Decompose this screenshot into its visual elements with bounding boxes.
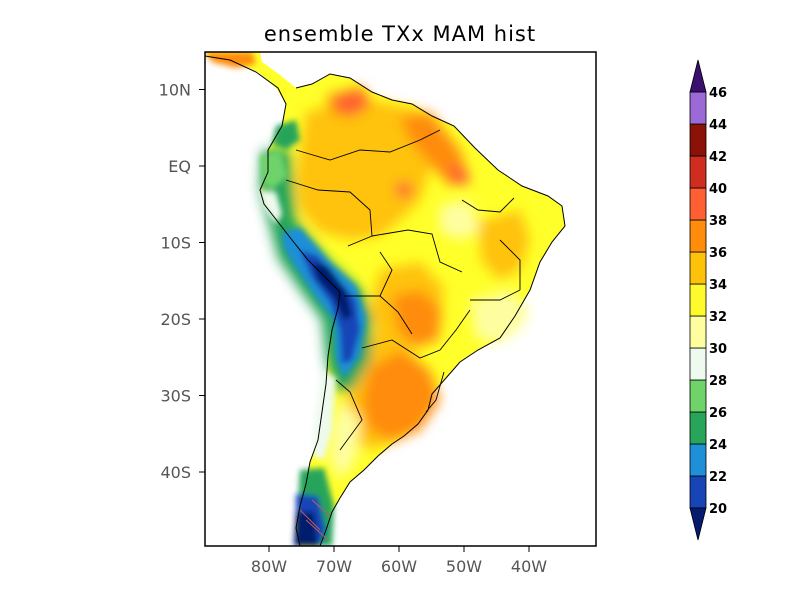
lat-tick-label: EQ [168, 157, 191, 176]
colorbar-label: 32 [709, 310, 727, 325]
plot-area [205, 52, 596, 546]
region-ecuador-lightgreen [260, 150, 288, 190]
colorbar-segment [689, 251, 707, 285]
lon-tick-label: 40W [511, 557, 547, 576]
colorbar-segment [689, 443, 707, 477]
colorbar: 20 22 24 26 28 30 32 34 36 38 40 42 44 46 [689, 59, 727, 541]
lat-tick-label: 40S [160, 463, 191, 482]
colorbar-segment [689, 187, 707, 221]
lat-tick-label: 10N [159, 81, 191, 100]
region-andes-blue [300, 250, 360, 364]
colorbar-segment [689, 379, 707, 413]
colorbar-label: 30 [709, 342, 727, 357]
colorbar-label: 24 [709, 438, 727, 453]
colorbar-label: 22 [709, 470, 727, 485]
colorbar-label: 28 [709, 374, 727, 389]
region-pale-north [440, 200, 480, 240]
colorbar-label: 40 [709, 182, 727, 197]
colorbar-label: 34 [709, 278, 727, 293]
region-red-north-brazil [448, 164, 470, 184]
colorbar-label: 42 [709, 150, 727, 165]
colorbar-label: 44 [709, 118, 727, 133]
lon-tick-label: 80W [251, 557, 287, 576]
colorbar-segment [689, 475, 707, 509]
lat-tick-label: 30S [160, 387, 191, 406]
colorbar-segment [689, 347, 707, 381]
colorbar-segment [689, 315, 707, 349]
plot-frame [204, 51, 597, 547]
colorbar-label: 38 [709, 214, 727, 229]
coastline [205, 55, 341, 546]
region-red-amazon [396, 182, 412, 198]
colorbar-label: 26 [709, 406, 727, 421]
patagonia-lines [299, 499, 331, 541]
lat-tick-label: 10S [160, 234, 191, 253]
region-north-andes-green [272, 120, 300, 150]
lon-tick-label: 70W [316, 557, 352, 576]
colorbar-segment [689, 283, 707, 317]
region-orange-northeast [478, 210, 530, 280]
colorbar-segment [689, 155, 707, 189]
colorbar-segment [689, 123, 707, 157]
region-hot-chaco-north [392, 290, 442, 348]
region-hot-paraguay [362, 350, 440, 442]
colorbar-label: 20 [709, 502, 727, 517]
colorbar-over-triangle [689, 59, 707, 93]
colorbar-label: 36 [709, 246, 727, 261]
lon-tick-label: 50W [446, 557, 482, 576]
region-pale-south [330, 400, 360, 480]
lon-tick-label: 60W [381, 557, 417, 576]
region-andes-navy [312, 262, 352, 320]
lat-tick-label: 20S [160, 310, 191, 329]
region-orange-north [296, 98, 440, 240]
colorbar-segment [689, 411, 707, 445]
colorbar-segment [689, 219, 707, 253]
country-borders [285, 129, 521, 451]
map-title: ensemble TXx MAM hist [264, 22, 536, 46]
region-patagonia-navy [294, 512, 318, 546]
region-red-venezuela [336, 92, 368, 114]
latitude-axis: 10N EQ 10S 20S 30S 40S [159, 81, 205, 482]
colorbar-segment [689, 91, 707, 125]
longitude-axis: 80W 70W 60W 50W 40W [251, 546, 547, 576]
colorbar-label: 46 [709, 86, 727, 101]
region-pale-east [470, 290, 530, 344]
region-peru-coast-white [258, 190, 282, 224]
coastline-east [295, 73, 566, 546]
colorbar-under-triangle [689, 507, 707, 541]
